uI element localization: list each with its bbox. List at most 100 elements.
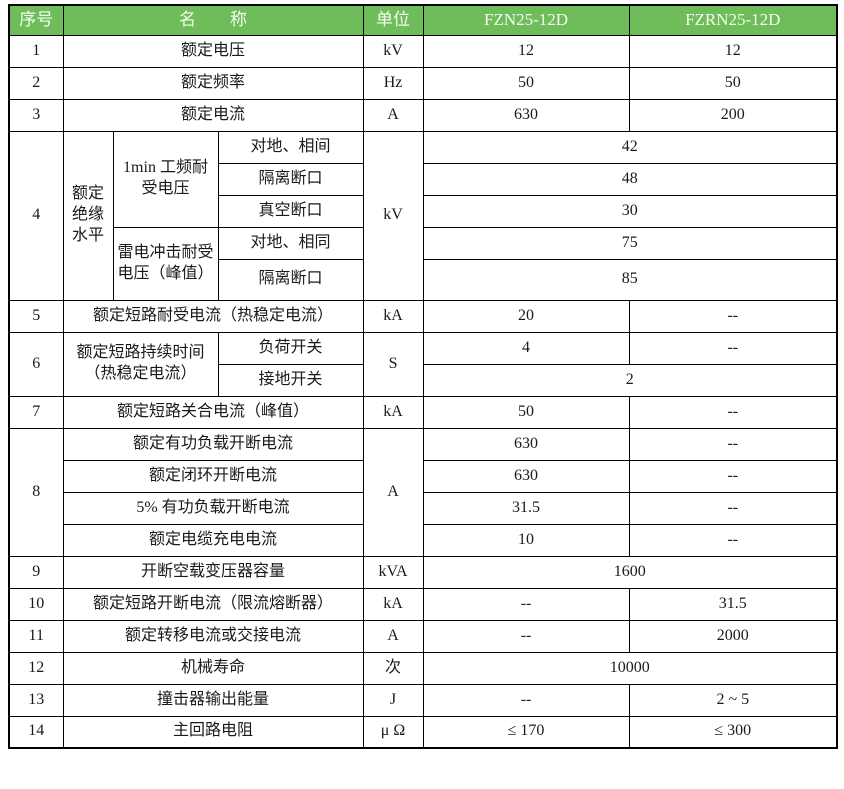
row4-unit: kV (362, 130, 424, 301)
row5-value-fzrn25: -- (628, 299, 838, 333)
row6-name: 额定短路持续时间（热稳定电流） (62, 331, 219, 397)
row13-unit: J (362, 683, 424, 717)
row10-value-fzn25: -- (422, 587, 630, 621)
table-row: 额定电缆充电电流 10 -- (9, 523, 838, 557)
table-row: 10 额定短路开断电流（限流熔断器） kA -- 31.5 (8, 587, 838, 621)
row9-value: 1600 (422, 555, 838, 589)
table-row: 真空断口 30 (9, 194, 838, 228)
row13-serial: 13 (8, 683, 64, 717)
row11-value-fzn25: -- (422, 619, 630, 653)
row6-loadswitch-value-fzn25: 4 (422, 331, 630, 365)
row8-item3-name: 5% 有功负载开断电流 (62, 491, 364, 525)
col-header-model-fzn25: FZN25-12D (422, 4, 630, 36)
row6-loadswitch-value-fzrn25: -- (628, 331, 838, 365)
row4-powerfreq-value3: 30 (422, 194, 838, 228)
table-row: 7 额定短路关合电流（峰值） kA 50 -- (8, 395, 838, 429)
row12-serial: 12 (8, 651, 64, 685)
row5-serial: 5 (8, 299, 64, 333)
col-header-unit: 单位 (362, 4, 424, 36)
row6-serial: 6 (8, 331, 64, 397)
row4-lightning-value1: 75 (422, 226, 838, 260)
row4-lightning-cond2: 隔离断口 (217, 258, 364, 301)
col-header-serial: 序号 (8, 4, 64, 36)
row4-powerfreq-label: 1min 工频耐受电压 (112, 130, 219, 228)
row5-value-fzn25: 20 (422, 299, 630, 333)
row10-value-fzrn25: 31.5 (628, 587, 838, 621)
table-row: 6 额定短路持续时间（热稳定电流） 负荷开关 S 4 -- (8, 331, 838, 397)
row3-value-fzrn25: 200 (628, 98, 838, 132)
row7-serial: 7 (8, 395, 64, 429)
row14-serial: 14 (8, 715, 64, 749)
row6-earthswitch-label: 接地开关 (217, 363, 364, 397)
row4-group-label: 额定绝缘水平 (62, 130, 114, 301)
table-row: 接地开关 2 (9, 363, 838, 397)
row6-unit: S (362, 331, 424, 397)
table-row: 隔离断口 85 (9, 258, 838, 301)
row4-powerfreq-value1: 42 (422, 130, 838, 164)
row4-serial: 4 (8, 130, 64, 301)
row11-value-fzrn25: 2000 (628, 619, 838, 653)
row3-name: 额定电流 (62, 98, 364, 132)
row3-unit: A (362, 98, 424, 132)
row10-serial: 10 (8, 587, 64, 621)
row4-powerfreq-cond1: 对地、相间 (217, 130, 364, 164)
row9-name: 开断空载变压器容量 (62, 555, 364, 589)
table-row: 14 主回路电阻 μ Ω ≤ 170 ≤ 300 (8, 715, 838, 749)
table-row: 4 额定绝缘水平 1min 工频耐受电压 对地、相间 kV 42 (8, 130, 838, 301)
row13-value-fzn25: -- (422, 683, 630, 717)
row12-name: 机械寿命 (62, 651, 364, 685)
row4-lightning-cond1: 对地、相同 (217, 226, 364, 260)
row4-lightning-value2: 85 (422, 258, 838, 301)
table-row: 雷电冲击耐受电压（峰值） 对地、相同 75 (9, 226, 838, 301)
row2-name: 额定频率 (62, 66, 364, 100)
row1-serial: 1 (8, 34, 64, 68)
table-row: 8 额定有功负载开断电流 A 630 -- (8, 427, 838, 557)
row12-value: 10000 (422, 651, 838, 685)
row4-powerfreq-cond3: 真空断口 (217, 194, 364, 228)
row8-item1-value-fzn25: 630 (422, 427, 630, 461)
row1-value-fzrn25: 12 (628, 34, 838, 68)
row4-lightning-label: 雷电冲击耐受电压（峰值） (112, 226, 219, 301)
row13-name: 撞击器输出能量 (62, 683, 364, 717)
row6-loadswitch-label: 负荷开关 (217, 331, 364, 365)
row7-unit: kA (362, 395, 424, 429)
table-row: 3 额定电流 A 630 200 (8, 98, 838, 132)
col-header-name: 名 称 (62, 4, 364, 36)
row8-serial: 8 (8, 427, 64, 557)
row11-serial: 11 (8, 619, 64, 653)
row2-value-fzrn25: 50 (628, 66, 838, 100)
row8-item1-value-fzrn25: -- (628, 427, 838, 461)
row8-item2-value-fzn25: 630 (422, 459, 630, 493)
row12-unit: 次 (362, 651, 424, 685)
row8-item1-name: 额定有功负载开断电流 (62, 427, 364, 461)
table-row: 11 额定转移电流或交接电流 A -- 2000 (8, 619, 838, 653)
row8-unit: A (362, 427, 424, 557)
row1-unit: kV (362, 34, 424, 68)
table-row: 12 机械寿命 次 10000 (8, 651, 838, 685)
row3-value-fzn25: 630 (422, 98, 630, 132)
row9-unit: kVA (362, 555, 424, 589)
table-row: 5 额定短路耐受电流（热稳定电流） kA 20 -- (8, 299, 838, 333)
row13-value-fzrn25: 2 ~ 5 (628, 683, 838, 717)
row9-serial: 9 (8, 555, 64, 589)
table-row: 隔离断口 48 (9, 162, 838, 196)
row4-powerfreq-cond2: 隔离断口 (217, 162, 364, 196)
row8-item2-value-fzrn25: -- (628, 459, 838, 493)
row7-name: 额定短路关合电流（峰值） (62, 395, 364, 429)
row2-serial: 2 (8, 66, 64, 100)
table-row: 额定闭环开断电流 630 -- (9, 459, 838, 493)
table-row: 2 额定频率 Hz 50 50 (8, 66, 838, 100)
row10-unit: kA (362, 587, 424, 621)
row8-item4-value-fzrn25: -- (628, 523, 838, 557)
row1-name: 额定电压 (62, 34, 364, 68)
row5-name: 额定短路耐受电流（热稳定电流） (62, 299, 364, 333)
row2-value-fzn25: 50 (422, 66, 630, 100)
row8-item4-value-fzn25: 10 (422, 523, 630, 557)
row8-item2-name: 额定闭环开断电流 (62, 459, 364, 493)
row8-item3-value-fzrn25: -- (628, 491, 838, 525)
row10-name: 额定短路开断电流（限流熔断器） (62, 587, 364, 621)
col-header-model-fzrn25: FZRN25-12D (628, 4, 838, 36)
row4-powerfreq-value2: 48 (422, 162, 838, 196)
row3-serial: 3 (8, 98, 64, 132)
row6-earthswitch-value: 2 (422, 363, 838, 397)
